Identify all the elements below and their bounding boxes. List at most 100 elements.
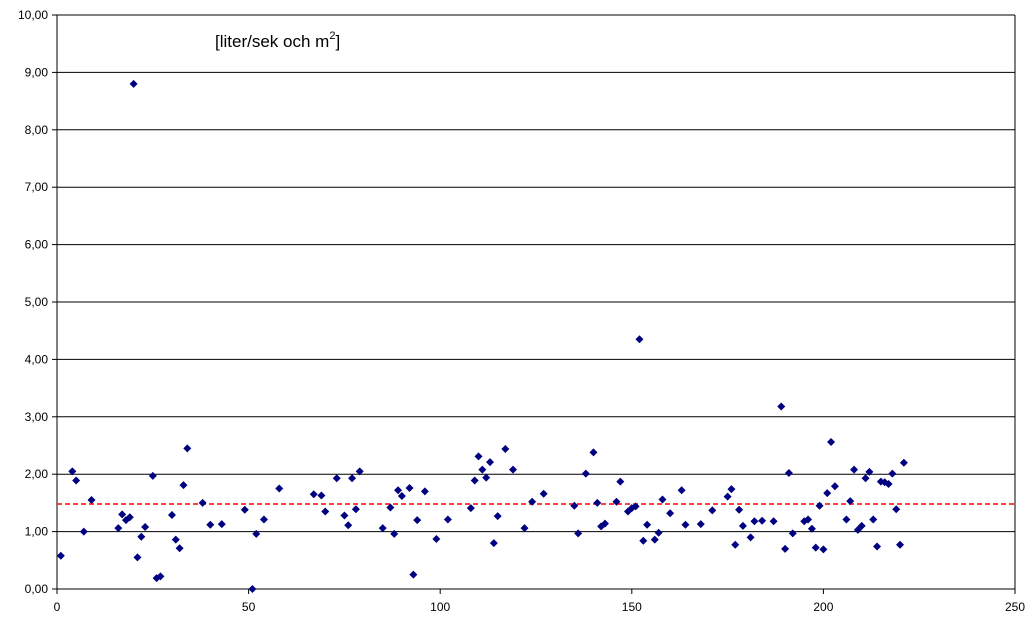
data-point [865, 467, 874, 476]
data-point [788, 529, 797, 538]
data-point [735, 505, 744, 514]
data-point [148, 471, 157, 480]
data-point [681, 520, 690, 529]
data-point [708, 506, 717, 515]
data-point [842, 515, 851, 524]
data-point [589, 448, 598, 457]
data-point [658, 495, 667, 504]
y-tick-label: 7,00 [25, 180, 49, 194]
data-point [781, 544, 790, 553]
data-point [141, 523, 150, 532]
data-point [275, 484, 284, 493]
data-point [861, 474, 870, 483]
data-point [830, 482, 839, 491]
data-point [348, 474, 357, 483]
data-point [635, 335, 644, 344]
data-point [56, 551, 65, 560]
data-point [129, 79, 138, 88]
data-point [884, 479, 893, 488]
data-point [827, 438, 836, 447]
data-point [478, 465, 487, 474]
data-point [309, 490, 318, 499]
data-point [616, 477, 625, 486]
data-point [413, 516, 422, 525]
data-point [612, 497, 621, 506]
data-point [750, 517, 759, 526]
data-point [87, 496, 96, 505]
data-point [118, 510, 127, 519]
data-point [167, 510, 176, 519]
data-point [240, 505, 249, 514]
x-tick-label: 0 [54, 600, 61, 614]
data-point [899, 458, 908, 467]
data-point [631, 502, 640, 511]
y-tick-label: 9,00 [25, 65, 49, 79]
data-point [819, 545, 828, 554]
data-point [183, 444, 192, 453]
data-point [593, 498, 602, 507]
x-tick-labels: 0 50 100 150 200 250 [54, 600, 1026, 614]
y-tick-label: 6,00 [25, 238, 49, 252]
data-point [581, 469, 590, 478]
x-tick-label: 200 [813, 600, 833, 614]
data-point [206, 520, 215, 529]
data-point [443, 515, 452, 524]
data-point [600, 519, 609, 528]
data-point [386, 503, 395, 512]
data-point [394, 486, 403, 495]
data-point [321, 507, 330, 516]
data-point [570, 501, 579, 510]
y-tick-label: 8,00 [25, 123, 49, 137]
data-point [332, 474, 341, 483]
data-point [731, 540, 740, 549]
data-point [869, 515, 878, 524]
data-point [723, 492, 732, 501]
data-point [539, 489, 548, 498]
data-point [888, 469, 897, 478]
gridlines [57, 14, 1015, 590]
data-point [137, 532, 146, 541]
y-tick-label: 10,00 [18, 8, 48, 22]
data-point [351, 505, 360, 514]
data-point [758, 516, 767, 525]
data-point [677, 486, 686, 495]
data-point [892, 505, 901, 514]
x-tick-label: 100 [430, 600, 450, 614]
data-point [470, 476, 479, 485]
data-point [574, 529, 583, 538]
data-point [784, 469, 793, 478]
data-point [198, 498, 207, 507]
data-point [344, 521, 353, 530]
data-point [397, 492, 406, 501]
y-tick-label: 2,00 [25, 467, 49, 481]
data-point [654, 528, 663, 537]
y-tick-label: 3,00 [25, 410, 49, 424]
data-point [639, 536, 648, 545]
data-point [650, 535, 659, 544]
y-tick-label: 4,00 [25, 352, 49, 366]
data-point [746, 533, 755, 542]
data-point [317, 491, 326, 500]
data-points [56, 79, 908, 593]
data-point [811, 543, 820, 552]
y-tick-labels: 0,00 1,00 2,00 3,00 4,00 5,00 6,00 7,00 8,00 9,00… [18, 8, 48, 596]
axes [52, 14, 1016, 594]
data-point [259, 515, 268, 524]
data-point [252, 529, 261, 538]
data-point [643, 520, 652, 529]
data-point [171, 535, 180, 544]
data-point [807, 524, 816, 533]
data-point [493, 512, 502, 521]
y-tick-label: 5,00 [25, 295, 49, 309]
data-point [857, 521, 866, 530]
x-tick-label: 250 [1005, 600, 1025, 614]
data-point [217, 520, 226, 529]
data-point [432, 535, 441, 544]
data-point [727, 485, 736, 494]
data-point [769, 517, 778, 526]
data-point [405, 483, 414, 492]
data-point [248, 585, 257, 593]
unit-label: [liter/sek och m2] [215, 30, 340, 51]
data-point [133, 553, 142, 562]
data-point [482, 473, 491, 482]
